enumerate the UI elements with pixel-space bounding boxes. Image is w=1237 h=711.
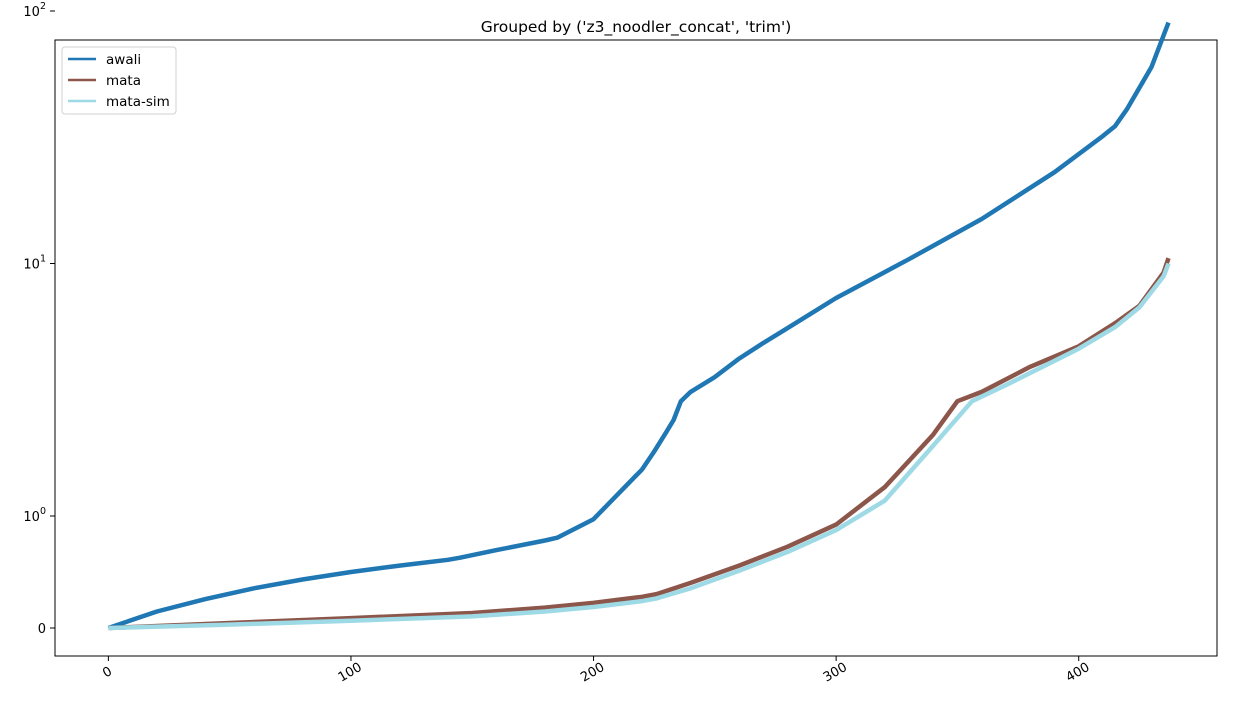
series-line-awali xyxy=(107,21,1171,631)
series-line-mata-sim xyxy=(108,262,1171,631)
x-tick-label: 400 xyxy=(1063,660,1092,685)
x-axis: 0 100 200 300 400 xyxy=(100,656,1092,685)
legend-label: awali xyxy=(106,52,141,68)
chart-title: Grouped by ('z3_noodler_concat', 'trim') xyxy=(481,18,792,37)
series-group xyxy=(107,21,1171,631)
x-tick-label: 100 xyxy=(336,660,365,685)
legend-label: mata-sim xyxy=(106,94,170,110)
y-tick-label: 100 xyxy=(23,506,46,525)
y-axis: 0 100 101 102 xyxy=(23,1,55,637)
y-tick-label: 102 xyxy=(23,1,46,20)
legend-label: mata xyxy=(106,73,141,89)
y-tick-label: 0 xyxy=(38,622,46,637)
legend: awali mata mata-sim xyxy=(61,46,177,115)
x-tick-label: 0 xyxy=(100,664,115,681)
series-line-mata xyxy=(108,257,1171,631)
x-tick-label: 300 xyxy=(821,660,850,685)
legend-box xyxy=(61,46,177,115)
plot-area xyxy=(54,39,1218,657)
x-tick-label: 200 xyxy=(578,660,607,685)
y-tick-label: 101 xyxy=(23,254,46,273)
